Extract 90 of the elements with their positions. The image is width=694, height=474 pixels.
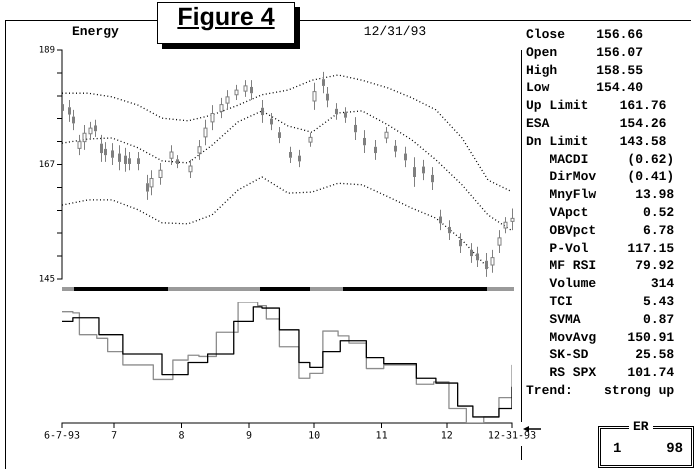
candlestick	[308, 132, 312, 148]
candlestick	[118, 144, 121, 171]
x-tick-label: 11	[376, 430, 388, 442]
candlestick	[124, 147, 127, 172]
text: MF RSI 79.92	[548, 257, 676, 276]
text: 1	[613, 441, 622, 457]
candlestick	[289, 146, 292, 164]
candlestick	[394, 140, 397, 158]
candlestick	[72, 109, 75, 131]
candlestick	[476, 246, 479, 268]
candlestick	[261, 99, 264, 124]
candlestick	[220, 97, 224, 119]
candlestick	[363, 130, 366, 154]
candlestick	[198, 140, 202, 160]
text: SK-SD 25.58	[548, 346, 676, 364]
x-tick-label: 7	[111, 430, 118, 442]
text: MnyFlw 13.98	[548, 186, 676, 204]
y-tick-label: 167	[38, 160, 55, 170]
candlestick	[278, 126, 281, 144]
text: Volume 314	[548, 275, 676, 293]
chart-subtitle: 12/31/93	[362, 24, 428, 39]
chart-title: Energy	[72, 24, 119, 39]
candlestick	[326, 86, 329, 108]
candlestick	[431, 166, 434, 191]
text: VApct 0.52	[548, 204, 676, 222]
candlestick	[270, 112, 273, 131]
text: ER	[629, 419, 653, 434]
candlestick	[459, 232, 462, 254]
text: Trend: strong up	[526, 382, 676, 400]
x-tick-label: 10	[308, 430, 320, 442]
candlestick	[374, 140, 377, 160]
text: Up Limit 161.76	[526, 97, 668, 115]
x-tick-label: 12	[440, 430, 453, 442]
candlestick	[188, 159, 192, 179]
candlestick	[128, 152, 131, 171]
candlestick	[137, 152, 140, 171]
candlestick	[104, 142, 107, 162]
y-tick-label: 189	[38, 45, 55, 56]
candlestick	[111, 142, 114, 166]
candlestick	[335, 102, 338, 120]
candlestick	[204, 119, 208, 146]
candlestick	[470, 242, 473, 264]
text: High 158.55	[526, 62, 644, 80]
text: Open 156.07	[526, 44, 644, 62]
candlestick	[485, 252, 488, 278]
caption: Figure 4	[157, 2, 295, 44]
candlestick	[404, 146, 407, 168]
text: Low 154.40	[526, 79, 644, 98]
text: TCI 5.43	[548, 292, 676, 311]
candlestick	[298, 149, 301, 168]
candlestick	[439, 209, 442, 231]
x-tick-label: 6-7-93	[44, 430, 80, 442]
candlestick	[422, 159, 425, 181]
y-tick-label: 145	[38, 274, 55, 284]
x-tick-label: 8	[178, 430, 185, 442]
candlestick	[170, 144, 174, 166]
text: Close 156.66	[526, 26, 644, 44]
candlestick	[68, 99, 71, 122]
text: MACDI (0.62)	[548, 150, 676, 168]
candlestick	[150, 170, 154, 196]
candlestick	[498, 230, 502, 254]
candlestick	[344, 106, 347, 124]
text: 98	[666, 441, 683, 457]
text: Dn Limit 143.58	[526, 132, 668, 151]
candlestick	[100, 134, 103, 162]
text: MovAvg 150.91	[548, 328, 676, 346]
candlestick	[490, 249, 494, 274]
candlestick	[226, 90, 230, 110]
candlestick	[158, 162, 162, 186]
candlestick	[312, 82, 316, 110]
candlestick	[322, 71, 325, 94]
candlestick	[250, 80, 253, 100]
text: RS SPX 101.74	[548, 364, 676, 382]
candlestick	[354, 116, 357, 141]
candlestick	[504, 216, 508, 234]
candlestick	[510, 208, 514, 231]
candlestick	[234, 84, 238, 100]
candlestick	[413, 156, 416, 188]
candlestick	[384, 126, 388, 144]
text: DirMov (0.41)	[548, 168, 676, 186]
text: OBVpct 6.78	[548, 222, 676, 240]
x-tick-label: 9	[246, 430, 252, 442]
x-tick-label: 12-31-93	[488, 430, 536, 442]
candlestick	[448, 220, 451, 240]
text: ESA 154.26	[526, 114, 668, 133]
text: P-Vol 117.15	[548, 240, 676, 258]
candlestick	[176, 154, 179, 169]
candlestick	[210, 104, 214, 131]
candlestick	[244, 80, 248, 98]
text: SVMA 0.87	[548, 310, 676, 329]
